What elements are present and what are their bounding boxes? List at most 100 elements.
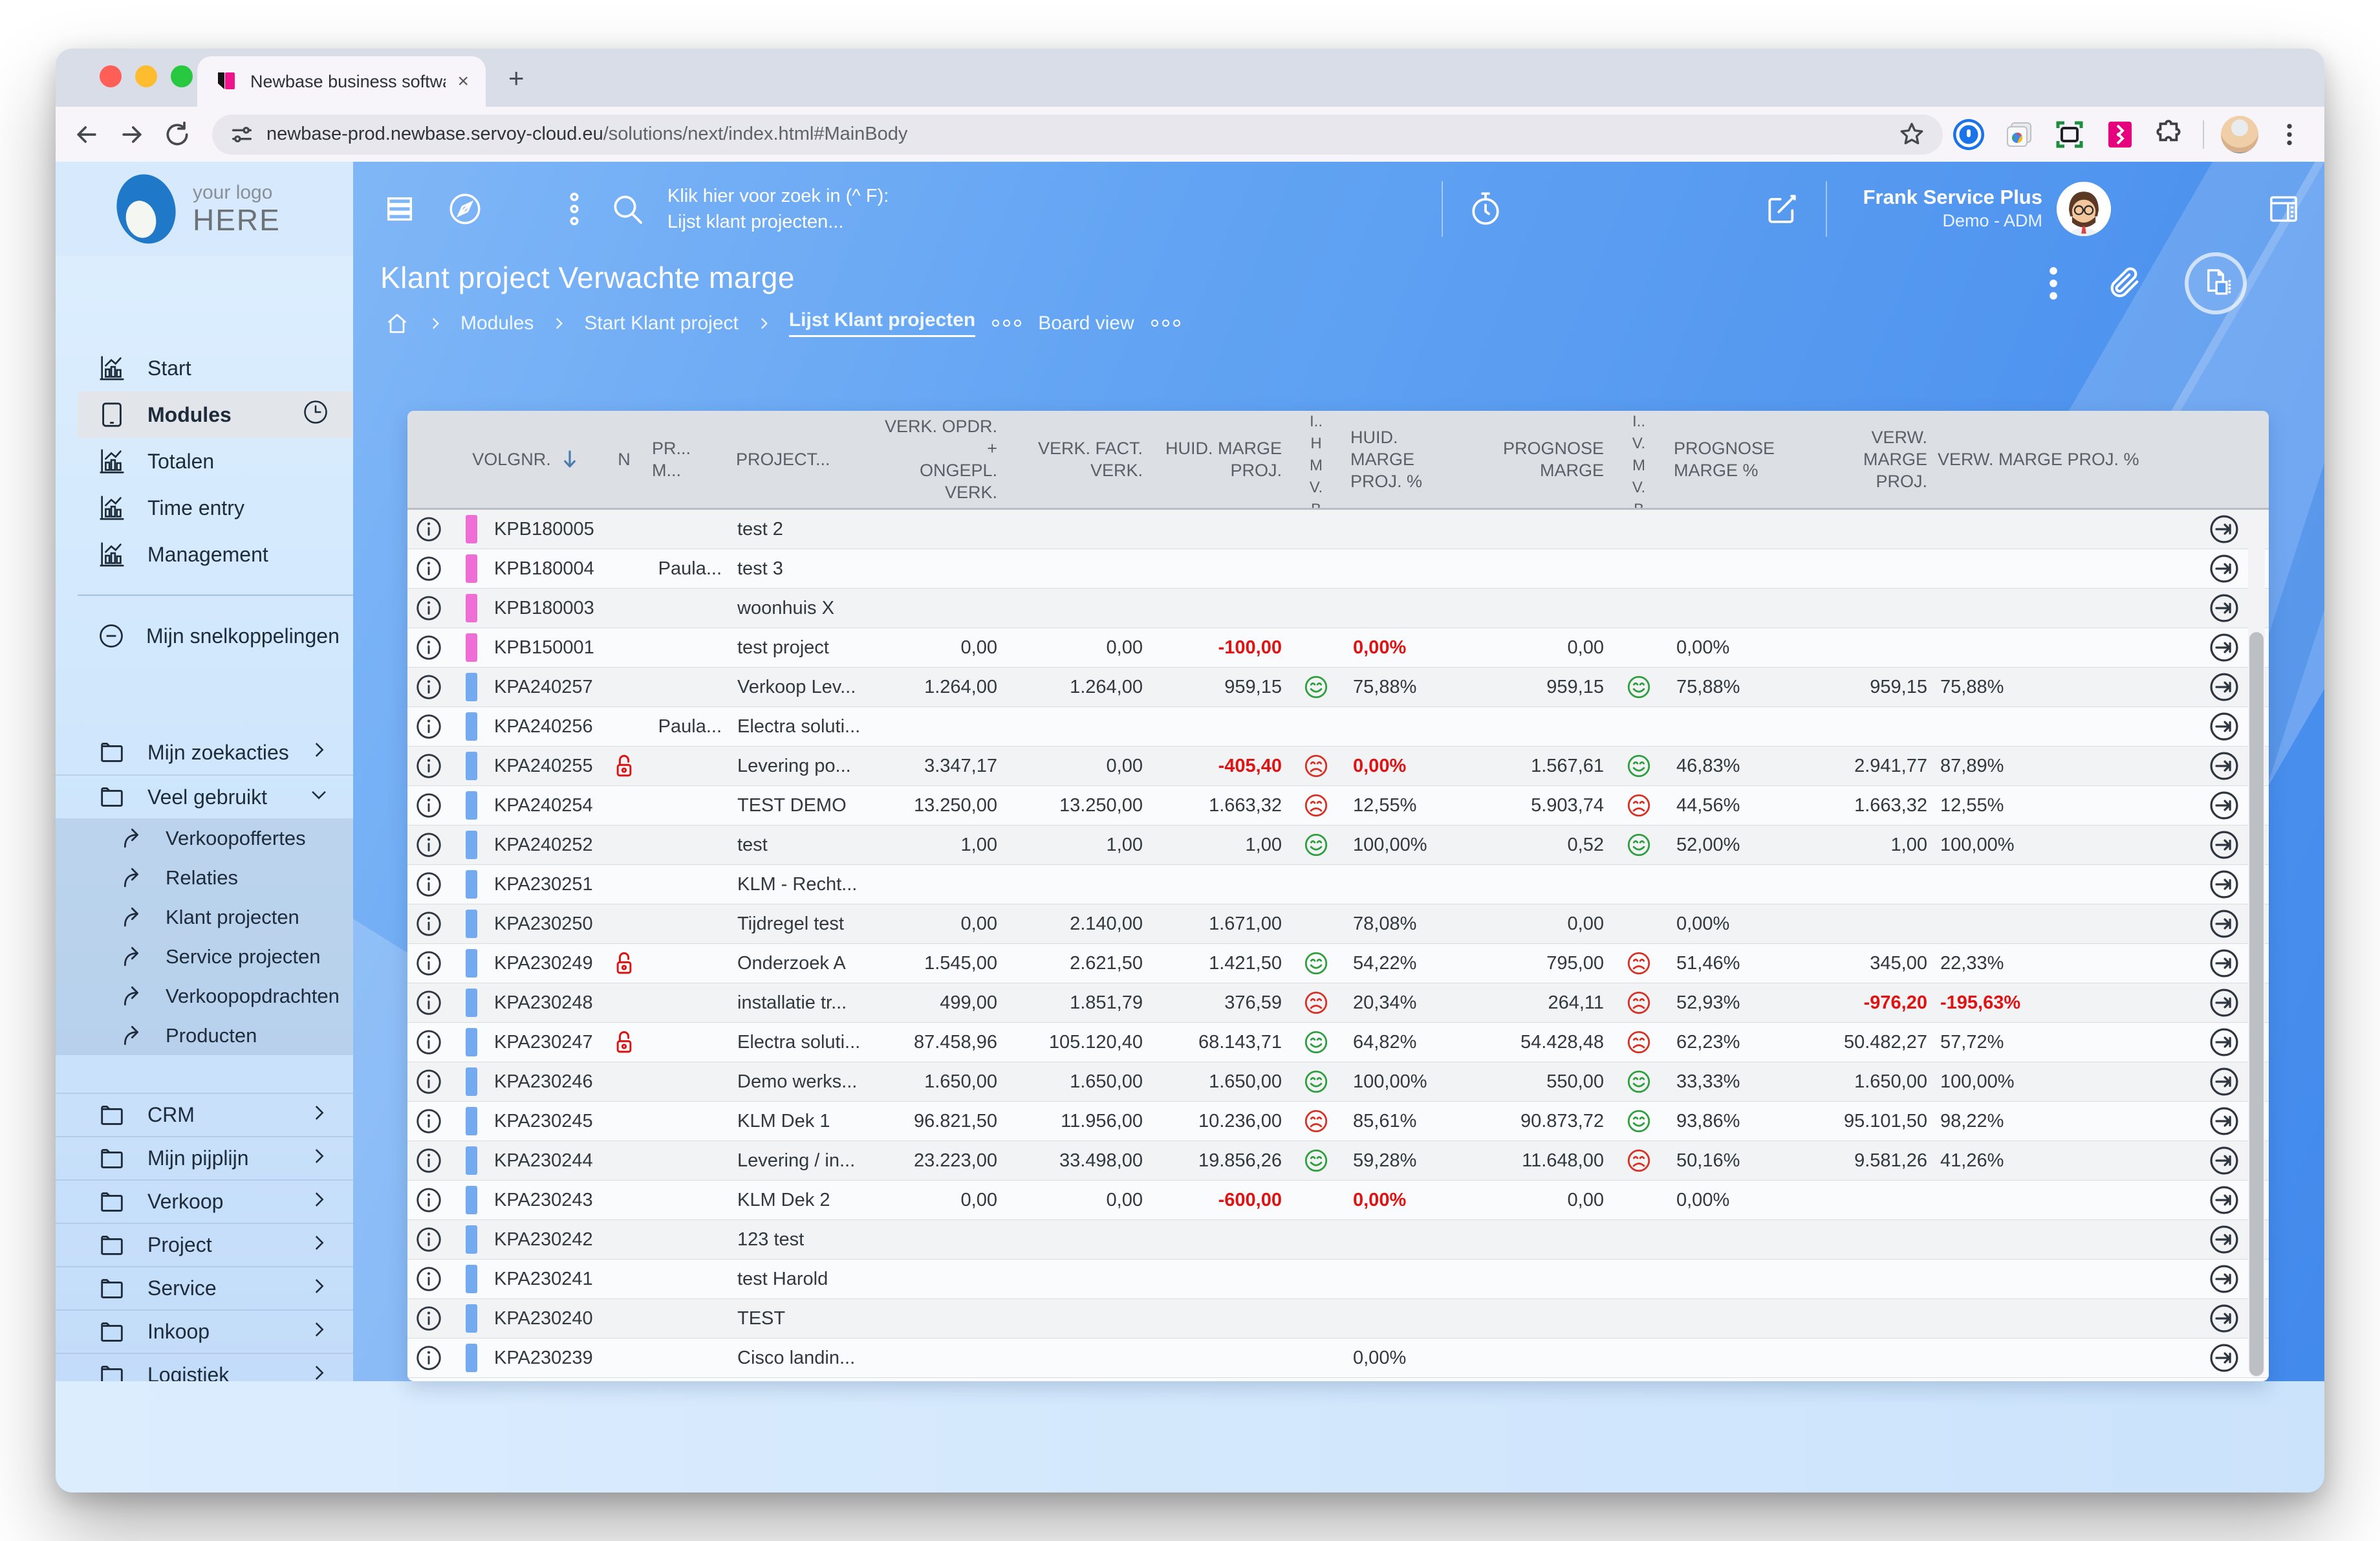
table-row[interactable]: KPB180005 test 2 — [407, 510, 2269, 549]
chrome-pages-extension-icon[interactable] — [2002, 118, 2036, 151]
browser-tab[interactable]: Newbase business software × — [197, 56, 486, 107]
row-info-icon[interactable] — [414, 988, 444, 1018]
onepassword-extension-icon[interactable] — [1952, 118, 1985, 151]
open-row-arrow-icon[interactable] — [2207, 512, 2241, 546]
row-info-icon[interactable] — [414, 751, 444, 781]
table-row[interactable]: KPA230251 KLM - Recht... — [407, 865, 2269, 904]
col-header-n[interactable]: N — [618, 450, 631, 469]
open-row-arrow-icon[interactable] — [2207, 986, 2241, 1020]
row-info-icon[interactable] — [414, 1264, 444, 1294]
stopwatch-icon[interactable] — [1466, 190, 1505, 228]
sidebar-quicklink-verkoopopdrachten[interactable]: Verkoopopdrachten — [56, 976, 353, 1016]
table-row[interactable]: KPA230240 TEST — [407, 1299, 2269, 1339]
breadcrumb-start-klant-project[interactable]: Start Klant project — [584, 312, 739, 334]
row-info-icon[interactable] — [414, 1185, 444, 1215]
sidebar-folder-project[interactable]: Project — [56, 1223, 353, 1266]
row-info-icon[interactable] — [414, 909, 444, 939]
more-options-kebab-icon[interactable] — [561, 191, 587, 227]
sidebar-item-totalen[interactable]: Totalen — [56, 438, 353, 485]
table-row[interactable]: KPA230245 KLM Dek 1 96.821,50 11.956,00 … — [407, 1102, 2269, 1141]
sidebar-folder-crm[interactable]: CRM — [56, 1093, 353, 1136]
row-info-icon[interactable] — [414, 672, 444, 702]
sidebar-quicklink-relaties[interactable]: Relaties — [56, 858, 353, 897]
sidebar-item-management[interactable]: Management — [56, 531, 353, 578]
pink-extension-icon[interactable] — [2103, 118, 2137, 151]
row-info-icon[interactable] — [414, 1146, 444, 1175]
table-row[interactable]: KPA230239 Cisco landin... 0,00% — [407, 1339, 2269, 1378]
breadcrumb-modules[interactable]: Modules — [460, 312, 534, 334]
open-row-arrow-icon[interactable] — [2207, 1104, 2241, 1138]
table-row[interactable]: KPA230246 Demo werks... 1.650,00 1.650,0… — [407, 1062, 2269, 1102]
report-document-button[interactable] — [2185, 252, 2247, 314]
bookmark-star-icon[interactable] — [1898, 120, 1926, 149]
table-row[interactable]: KPA240254 TEST DEMO 13.250,00 13.250,00 … — [407, 786, 2269, 825]
col-header-huid-marge-proj-pct[interactable]: HUID. MARGE PROJ. % — [1350, 428, 1423, 491]
sidebar-item-modules[interactable]: Modules — [78, 391, 353, 438]
row-info-icon[interactable] — [414, 948, 444, 978]
user-block[interactable]: Frank Service Plus Demo - ADM — [1863, 185, 2042, 232]
col-header-projectmanager[interactable]: PR... M... — [652, 439, 691, 480]
table-row[interactable]: KPA230250 Tijdregel test 0,00 2.140,00 1… — [407, 904, 2269, 944]
maximize-window-button[interactable] — [171, 65, 193, 87]
forward-icon[interactable] — [118, 120, 146, 149]
user-avatar[interactable] — [2057, 181, 2111, 236]
open-row-arrow-icon[interactable] — [2207, 789, 2241, 822]
breadcrumb-lijst-klant-projecten[interactable]: Lijst Klant projecten — [788, 309, 976, 337]
compose-edit-icon[interactable] — [1764, 191, 1800, 227]
table-row[interactable]: KPA240255 Levering po... 3.347,17 0,00 -… — [407, 747, 2269, 786]
open-row-arrow-icon[interactable] — [2207, 1144, 2241, 1177]
col-header-volgnr[interactable]: VOLGNR. — [450, 411, 601, 508]
back-icon[interactable] — [72, 120, 101, 149]
col-header-indicator-huidig[interactable]: I..HMV.BM — [1309, 413, 1323, 508]
sidebar-item-start[interactable]: Start — [56, 345, 353, 391]
chrome-menu-kebab-icon[interactable] — [2275, 120, 2304, 149]
col-header-huid-marge-proj[interactable]: HUID. MARGE PROJ. — [1165, 439, 1282, 480]
sidebar-folder-service[interactable]: Service — [56, 1266, 353, 1309]
menu-list-icon[interactable] — [383, 192, 416, 226]
minimize-window-button[interactable] — [135, 65, 157, 87]
open-row-arrow-icon[interactable] — [2207, 907, 2241, 941]
screen-capture-extension-icon[interactable] — [2053, 118, 2086, 151]
sidebar-folder-logistiek[interactable]: Logistiek — [56, 1353, 353, 1381]
sidebar-folder-inkoop[interactable]: Inkoop — [56, 1309, 353, 1353]
open-row-arrow-icon[interactable] — [2207, 631, 2241, 664]
table-row[interactable]: KPA240256 Paula... Electra soluti... — [407, 707, 2269, 747]
attachment-paperclip-icon[interactable] — [2106, 265, 2143, 302]
row-info-icon[interactable] — [414, 1343, 444, 1373]
page-kebab-icon[interactable] — [2042, 265, 2064, 302]
row-info-icon[interactable] — [414, 554, 444, 584]
home-icon[interactable] — [384, 311, 410, 336]
col-header-project[interactable]: PROJECT... — [736, 450, 830, 469]
sidebar-quicklink-producten[interactable]: Producten — [56, 1016, 353, 1055]
open-row-arrow-icon[interactable] — [2207, 710, 2241, 743]
row-info-icon[interactable] — [414, 633, 444, 662]
sidebar-folder-verkoop[interactable]: Verkoop — [56, 1179, 353, 1223]
table-row[interactable]: KPA230243 KLM Dek 2 0,00 0,00 -600,00 0,… — [407, 1181, 2269, 1220]
table-row[interactable]: KPA240257 Verkoop Lev... 1.264,00 1.264,… — [407, 668, 2269, 707]
breadcrumb-options-icon[interactable] — [992, 320, 1022, 327]
row-info-icon[interactable] — [414, 514, 444, 544]
sidebar-folder-mijn-pijplijn[interactable]: Mijn pijplijn — [56, 1136, 353, 1179]
row-info-icon[interactable] — [414, 712, 444, 741]
close-tab-icon[interactable]: × — [457, 71, 469, 92]
col-header-indicator-verwacht[interactable]: I..V.MV.BM — [1632, 413, 1646, 508]
table-row[interactable]: KPB180004 Paula... test 3 — [407, 549, 2269, 589]
close-window-button[interactable] — [100, 65, 122, 87]
open-row-arrow-icon[interactable] — [2207, 1302, 2241, 1335]
open-row-arrow-icon[interactable] — [2207, 868, 2241, 901]
breadcrumb-board-view[interactable]: Board view — [1038, 312, 1134, 334]
col-header-prognose-marge[interactable]: PROGNOSE MARGE — [1502, 439, 1604, 480]
row-info-icon[interactable] — [414, 593, 444, 623]
breadcrumb-options-icon[interactable] — [1151, 320, 1180, 327]
sidebar-quicklink-service-projecten[interactable]: Service projecten — [56, 937, 353, 976]
search-icon[interactable] — [609, 191, 645, 227]
sidebar-folder-veel-gebruikt[interactable]: Veel gebruikt — [56, 774, 353, 818]
table-row[interactable]: KPB180003 woonhuis X — [407, 589, 2269, 628]
extensions-puzzle-icon[interactable] — [2154, 118, 2186, 151]
row-info-icon[interactable] — [414, 1304, 444, 1333]
row-info-icon[interactable] — [414, 830, 444, 860]
address-bar[interactable]: newbase-prod.newbase.servoy-cloud.eu/sol… — [212, 114, 1943, 155]
row-info-icon[interactable] — [414, 1067, 444, 1097]
row-info-icon[interactable] — [414, 1027, 444, 1057]
scrollbar-thumb[interactable] — [2249, 632, 2264, 1376]
